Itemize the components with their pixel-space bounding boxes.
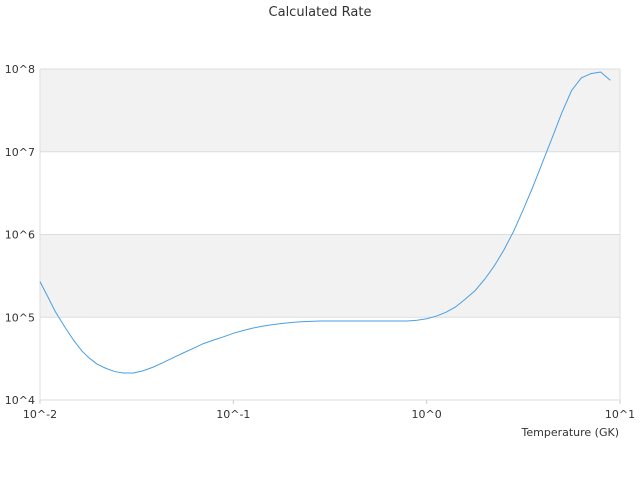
y-tick-label: 10^4 — [5, 394, 35, 407]
background-band — [40, 234, 620, 318]
y-tick-label: 10^6 — [5, 229, 35, 242]
x-tick-label: 10^-1 — [216, 408, 250, 421]
x-axis-title: Temperature (GK) — [521, 426, 620, 439]
gridlines — [39, 68, 621, 401]
chart-title: Calculated Rate — [269, 5, 372, 20]
background-band — [40, 69, 620, 152]
x-tick-label: 10^0 — [412, 408, 442, 421]
y-tick-label: 10^7 — [5, 146, 35, 159]
y-tick-label: 10^5 — [5, 311, 35, 324]
series-group — [39, 71, 611, 374]
x-tick-label: 10^1 — [605, 408, 635, 421]
x-axis: 10^-2 10^-1 10^0 10^1 — [23, 400, 635, 421]
series-line — [39, 71, 611, 374]
y-tick-label: 10^8 — [5, 63, 35, 76]
x-tick-label: 10^-2 — [23, 408, 57, 421]
background-bands — [40, 69, 620, 318]
y-axis: 10^4 10^5 10^6 10^7 10^8 — [5, 63, 35, 407]
